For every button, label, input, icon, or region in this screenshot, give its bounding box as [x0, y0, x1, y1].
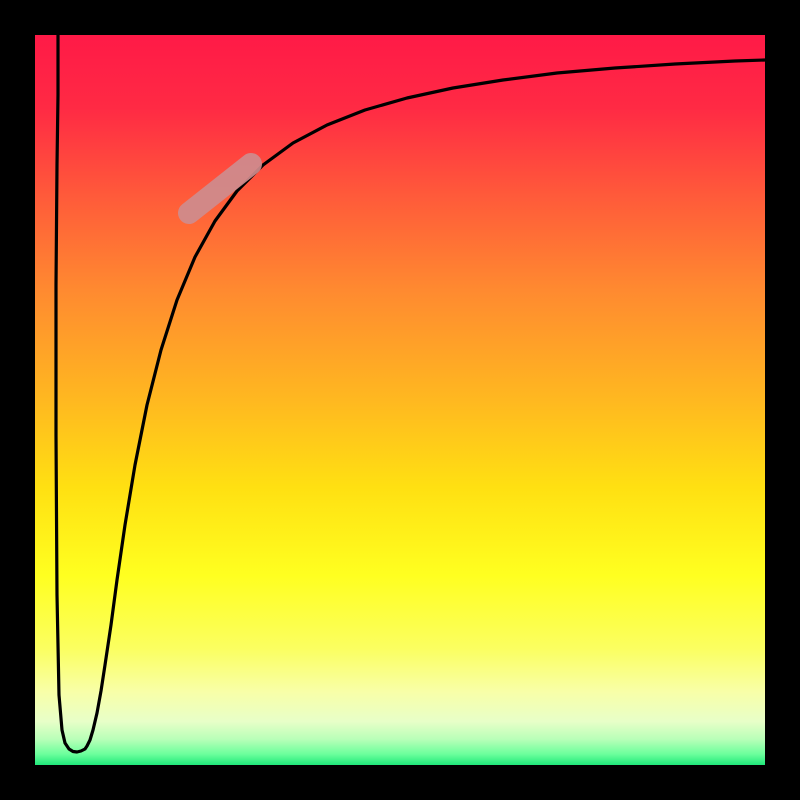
- gradient-background: [35, 35, 765, 765]
- frame-border-right: [765, 0, 800, 800]
- frame-border-top: [0, 0, 800, 35]
- frame-border-bottom: [0, 765, 800, 800]
- plot-svg: [35, 35, 765, 765]
- frame-border-left: [0, 0, 35, 800]
- plot-area: [35, 35, 765, 765]
- chart-frame: TheBottleneck.com: [0, 0, 800, 800]
